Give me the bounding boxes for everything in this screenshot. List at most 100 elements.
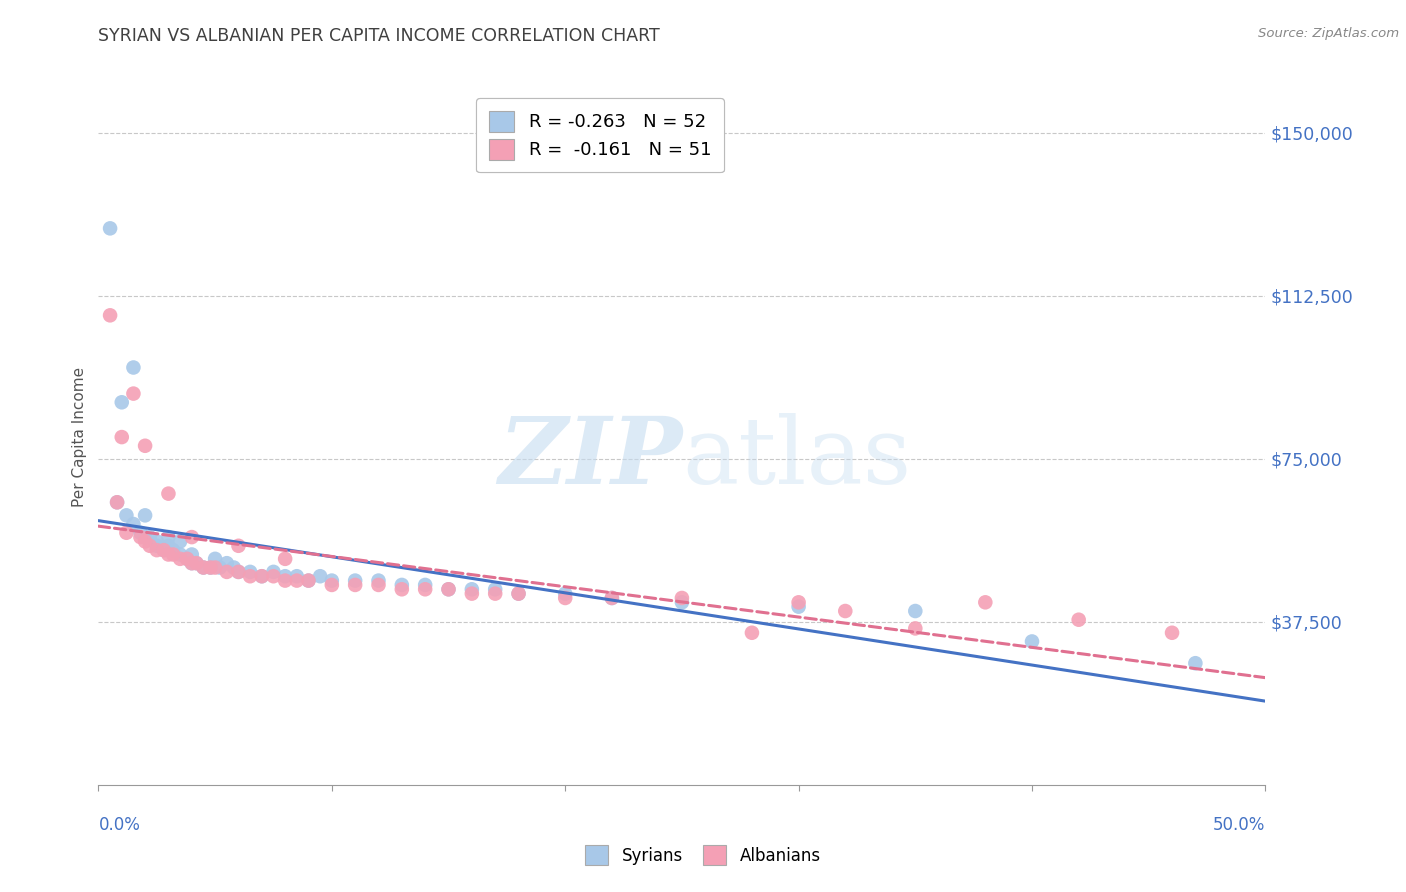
Point bbox=[461, 587, 484, 601]
Point bbox=[250, 569, 273, 583]
Point bbox=[309, 569, 332, 583]
Point bbox=[162, 548, 184, 562]
Point bbox=[176, 551, 198, 566]
Point bbox=[139, 530, 162, 544]
Legend: Syrians, Albanians: Syrians, Albanians bbox=[575, 836, 831, 875]
Text: 50.0%: 50.0% bbox=[1213, 816, 1265, 834]
Text: ZIP: ZIP bbox=[498, 413, 682, 503]
Text: Source: ZipAtlas.com: Source: ZipAtlas.com bbox=[1258, 27, 1399, 40]
Point bbox=[554, 587, 576, 601]
Point bbox=[162, 543, 184, 558]
Point bbox=[297, 574, 319, 588]
Point bbox=[787, 595, 810, 609]
Point bbox=[904, 621, 927, 635]
Point bbox=[1021, 634, 1043, 648]
Point bbox=[134, 534, 156, 549]
Point bbox=[274, 569, 297, 583]
Point bbox=[250, 569, 273, 583]
Point bbox=[461, 582, 484, 597]
Point bbox=[129, 530, 152, 544]
Point bbox=[222, 560, 245, 574]
Point bbox=[186, 556, 208, 570]
Point bbox=[200, 560, 222, 574]
Point bbox=[321, 578, 343, 592]
Point bbox=[98, 308, 121, 322]
Point bbox=[413, 578, 436, 592]
Point bbox=[262, 569, 284, 583]
Point bbox=[111, 430, 134, 444]
Y-axis label: Per Capita Income: Per Capita Income bbox=[72, 367, 87, 508]
Point bbox=[554, 591, 576, 605]
Point bbox=[344, 578, 367, 592]
Point bbox=[904, 604, 927, 618]
Point bbox=[787, 599, 810, 614]
Point bbox=[122, 516, 145, 531]
Point bbox=[134, 508, 156, 523]
Point bbox=[437, 582, 460, 597]
Point bbox=[285, 574, 308, 588]
Point bbox=[228, 565, 250, 579]
Point bbox=[115, 508, 138, 523]
Point bbox=[600, 591, 623, 605]
Point bbox=[1067, 613, 1090, 627]
Point bbox=[157, 530, 180, 544]
Point bbox=[671, 595, 693, 609]
Point bbox=[262, 565, 284, 579]
Point bbox=[321, 574, 343, 588]
Point bbox=[157, 486, 180, 500]
Text: 0.0%: 0.0% bbox=[98, 816, 141, 834]
Point bbox=[134, 530, 156, 544]
Point bbox=[671, 591, 693, 605]
Point bbox=[367, 574, 389, 588]
Point bbox=[193, 560, 215, 574]
Point bbox=[344, 574, 367, 588]
Point bbox=[115, 525, 138, 540]
Point bbox=[741, 625, 763, 640]
Point bbox=[146, 539, 169, 553]
Point bbox=[122, 386, 145, 401]
Point bbox=[169, 548, 191, 562]
Point bbox=[600, 591, 623, 605]
Point bbox=[186, 556, 208, 570]
Point bbox=[228, 565, 250, 579]
Point bbox=[437, 582, 460, 597]
Point bbox=[193, 560, 215, 574]
Point bbox=[834, 604, 856, 618]
Point bbox=[391, 578, 413, 592]
Text: atlas: atlas bbox=[682, 413, 911, 503]
Point bbox=[157, 539, 180, 553]
Point bbox=[285, 569, 308, 583]
Point bbox=[1161, 625, 1184, 640]
Point bbox=[204, 551, 226, 566]
Point bbox=[1184, 657, 1206, 671]
Point bbox=[129, 525, 152, 540]
Point bbox=[391, 582, 413, 597]
Point bbox=[274, 574, 297, 588]
Point bbox=[180, 556, 202, 570]
Point bbox=[176, 551, 198, 566]
Point bbox=[180, 530, 202, 544]
Point bbox=[297, 574, 319, 588]
Point bbox=[239, 569, 262, 583]
Point bbox=[228, 539, 250, 553]
Point bbox=[200, 560, 222, 574]
Point bbox=[180, 548, 202, 562]
Point bbox=[180, 556, 202, 570]
Point bbox=[484, 587, 506, 601]
Point bbox=[122, 360, 145, 375]
Point bbox=[152, 543, 174, 558]
Point bbox=[146, 543, 169, 558]
Legend: R = -0.263   N = 52, R =  -0.161   N = 51: R = -0.263 N = 52, R = -0.161 N = 51 bbox=[477, 98, 724, 172]
Point bbox=[215, 556, 238, 570]
Point bbox=[105, 495, 128, 509]
Point bbox=[413, 582, 436, 597]
Point bbox=[134, 439, 156, 453]
Point bbox=[215, 565, 238, 579]
Point bbox=[508, 587, 530, 601]
Point bbox=[111, 395, 134, 409]
Text: SYRIAN VS ALBANIAN PER CAPITA INCOME CORRELATION CHART: SYRIAN VS ALBANIAN PER CAPITA INCOME COR… bbox=[98, 27, 661, 45]
Point bbox=[98, 221, 121, 235]
Point bbox=[146, 534, 169, 549]
Point bbox=[208, 560, 231, 574]
Point bbox=[484, 582, 506, 597]
